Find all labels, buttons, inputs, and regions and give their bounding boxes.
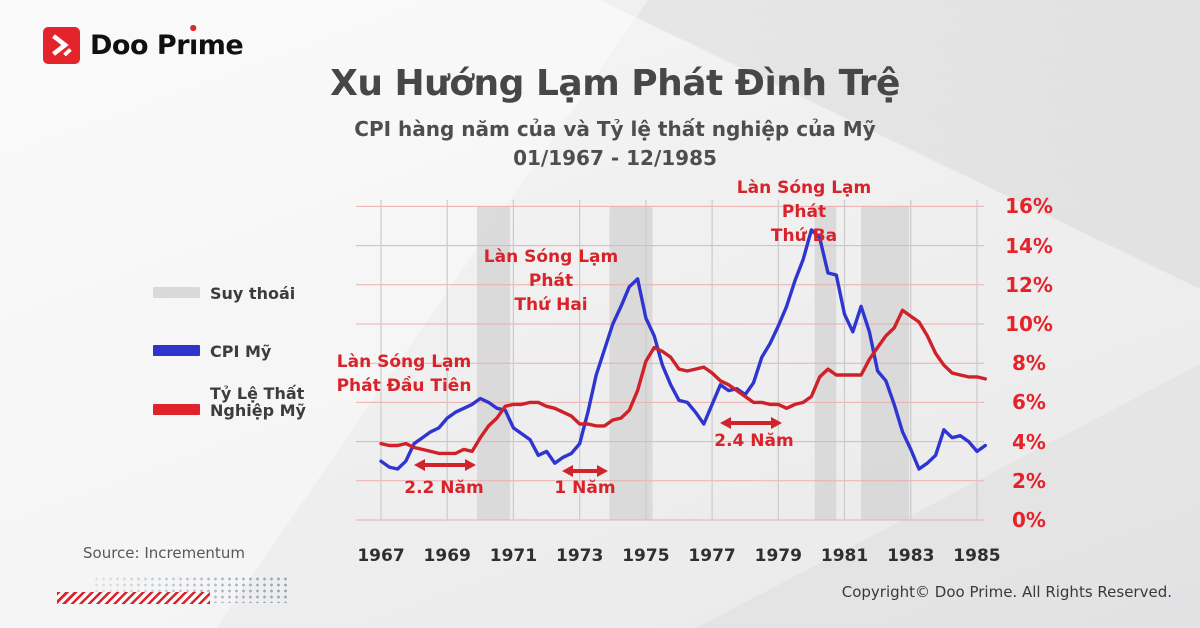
y-tick-label: 2% [1012, 468, 1046, 493]
copyright-note: Copyright© Doo Prime. All Rights Reserve… [841, 583, 1172, 601]
y-tick-label: 6% [1012, 390, 1046, 415]
x-tick-label: 1971 [489, 546, 538, 566]
y-tick-label: 12% [1005, 272, 1053, 297]
x-tick-label: 1977 [688, 546, 736, 566]
legend-label-unemployment-line1: Tỷ Lệ Thất [210, 384, 305, 403]
x-tick-label: 1983 [887, 546, 935, 566]
legend-swatch-unemployment [153, 404, 200, 415]
logo-wordmark: Doo Prıme [90, 27, 244, 64]
annotation-wave3: Làn Sóng Lạm Phát Thứ Ba [719, 176, 889, 248]
x-tick-label: 1979 [754, 546, 802, 566]
logo-text-2: me [197, 30, 244, 61]
y-tick-label: 16% [1005, 194, 1053, 219]
page-subtitle: CPI hàng năm của và Tỷ lệ thất nghiệp củ… [354, 117, 876, 141]
annotation-wave2-line2: Thứ Hai [514, 295, 588, 315]
gap-arrow-3 [720, 416, 782, 429]
legend-label-unemployment: Tỷ Lệ Thất Nghiệp Mỹ [210, 385, 306, 419]
logo-text-i: ı [189, 27, 198, 64]
logo-text-1: Doo Pr [90, 30, 190, 61]
y-tick-label: 0% [1012, 508, 1046, 532]
annotation-wave3-line2: Thứ Ba [770, 226, 838, 246]
y-tick-label: 10% [1005, 312, 1053, 336]
legend-label-cpi: CPI Mỹ [210, 342, 272, 361]
annotation-wave3-line1: Làn Sóng Lạm Phát [736, 178, 872, 222]
y-tick-label: 8% [1012, 351, 1046, 376]
page-title: Xu Hướng Lạm Phát Đình Trệ [330, 63, 900, 104]
legend-label-recession: Suy thoái [210, 284, 296, 303]
annotation-wave2: Làn Sóng Lạm Phát Thứ Hai [466, 245, 636, 317]
annotation-wave2-line1: Làn Sóng Lạm Phát [483, 247, 619, 291]
x-tick-label: 1975 [622, 546, 670, 566]
y-tick-label: 4% [1012, 429, 1046, 454]
annotation-wave1: Làn Sóng Lạm Phát Đầu Tiên [319, 350, 489, 398]
cpi-line [379, 228, 987, 471]
x-tick-label: 1973 [555, 546, 604, 566]
unemployment-line [379, 308, 987, 456]
doo-prime-logo-icon [43, 27, 80, 64]
x-tick-label: 1967 [357, 546, 405, 566]
doo-prime-logo: Doo Prıme [43, 27, 244, 64]
legend-swatch-recession [153, 287, 200, 298]
x-tick-label: 1985 [953, 546, 1001, 566]
x-tick-label: 1981 [820, 546, 869, 566]
gap-arrow-1 [414, 458, 476, 471]
legend-swatch-cpi [153, 345, 200, 356]
x-tick-label: 1969 [423, 546, 471, 566]
cpi-unemployment-chart [356, 200, 987, 521]
gap-arrow-2 [562, 464, 608, 477]
annotation-wave1-line2: Phát Đầu Tiên [336, 376, 472, 396]
gap-label-3: 2.4 Năm [714, 431, 794, 451]
page-period: 01/1967 - 12/1985 [513, 146, 717, 170]
gap-label-2: 1 Năm [554, 478, 616, 498]
header: Xu Hướng Lạm Phát Đình Trệ CPI hàng năm … [230, 62, 1000, 173]
decor-hatched-ribbon [57, 592, 210, 604]
legend-label-unemployment-line2: Nghiệp Mỹ [210, 401, 306, 420]
source-note: Source: Incrementum [83, 544, 245, 562]
annotation-wave1-line1: Làn Sóng Lạm [336, 352, 472, 372]
gap-label-1: 2.2 Năm [404, 478, 484, 498]
y-tick-label: 14% [1005, 233, 1053, 258]
